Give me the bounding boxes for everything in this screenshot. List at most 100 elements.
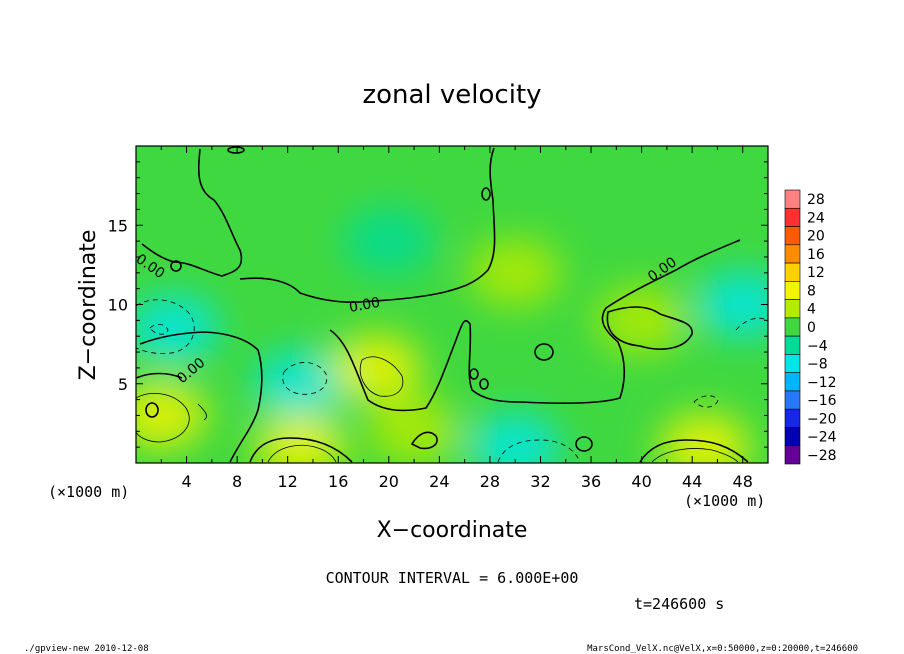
colorbar-label: 16 — [807, 247, 825, 263]
x-tick-label: 24 — [429, 472, 449, 491]
x-unit-label: (×1000 m) — [684, 492, 765, 510]
plot-area: 0.00 0.00 0.00 0.00 4 8 12 16 20 24 28 32 36 40 44… — [108, 145, 769, 491]
colorbar-swatch — [784, 408, 801, 428]
zero-contour — [249, 437, 353, 463]
x-tick-label: 28 — [480, 472, 500, 491]
colorbar: 28 24 20 16 12 8 4 0 −4 −8 −12 −16 −20 −24 −28 — [784, 189, 837, 465]
field-region — [658, 413, 751, 463]
contour-lines — [136, 146, 749, 463]
closed-contour — [145, 402, 159, 418]
colorbar-swatch — [784, 299, 801, 319]
closed-contour — [479, 378, 489, 390]
colorbar-label: −8 — [807, 357, 828, 373]
y-tick-label: 10 — [108, 296, 128, 315]
colorbar-label: −20 — [807, 411, 837, 427]
x-axis: 4 8 12 16 20 24 28 32 36 40 44 48 — [160, 146, 753, 491]
y-tick-label: 5 — [118, 375, 128, 394]
colorbar-swatch — [784, 445, 801, 465]
closed-contour — [575, 436, 593, 452]
contour-negative — [149, 324, 169, 335]
contour-negative — [282, 362, 328, 395]
field-region — [330, 333, 423, 402]
contour-positive — [136, 393, 190, 443]
zero-contour — [239, 147, 496, 303]
x-tick-label: 32 — [530, 472, 550, 491]
colorbar-swatch — [784, 427, 801, 447]
contour-negative — [136, 299, 195, 355]
chart-title: zonal velocity — [362, 80, 541, 110]
x-tick-label: 8 — [232, 472, 242, 491]
x-axis-label: X−coordinate — [377, 518, 528, 543]
thin-contours — [136, 299, 768, 463]
footer-left: ./gpview-new 2010-12-08 — [24, 644, 149, 654]
x-tick-label: 12 — [278, 472, 298, 491]
z-unit-label: (×1000 m) — [48, 483, 129, 501]
zero-contour — [329, 239, 741, 412]
colorbar-label: −16 — [807, 393, 837, 409]
y-axis: 5 10 15 — [108, 161, 768, 448]
x-tick-label: 20 — [379, 472, 399, 491]
contour-positive — [651, 448, 739, 463]
colorbar-swatch — [784, 226, 801, 246]
y-tick-label: 15 — [108, 216, 128, 235]
x-tick-label: 4 — [181, 472, 191, 491]
colorbar-label: −12 — [807, 375, 837, 391]
colorbar-label: −28 — [807, 448, 837, 464]
contour-positive — [267, 445, 337, 463]
contour-interval-note: CONTOUR INTERVAL = 6.000E+00 — [326, 569, 579, 587]
colorbar-label: −4 — [807, 338, 828, 354]
contour-positive — [197, 403, 207, 421]
colorbar-swatch — [784, 281, 801, 300]
field-region — [469, 238, 562, 307]
colorbar-label: −24 — [807, 430, 837, 446]
closed-contour — [534, 343, 554, 361]
zero-contour — [136, 372, 183, 379]
colorbar-swatch — [784, 390, 801, 410]
field-region — [368, 397, 461, 463]
closed-contour — [481, 187, 491, 201]
zero-contour — [139, 331, 263, 463]
zero-contour — [141, 148, 243, 277]
field-region — [136, 381, 208, 450]
colorbar-swatch — [784, 244, 801, 264]
field-region — [595, 286, 688, 355]
field-region — [469, 413, 562, 463]
x-tick-label: 40 — [631, 472, 651, 491]
colorbar-swatch — [784, 354, 801, 373]
colorbar-label: 4 — [807, 302, 816, 318]
field-shading — [136, 207, 768, 463]
field-region — [342, 207, 435, 276]
colorbar-label: 20 — [807, 229, 825, 245]
field-region — [254, 349, 347, 418]
colorbar-swatch — [784, 317, 801, 337]
colorbar-swatch — [784, 262, 801, 282]
x-tick-label: 36 — [581, 472, 601, 491]
colorbar-label: 12 — [807, 265, 825, 281]
field-region — [696, 270, 768, 339]
colorbar-swatch — [784, 372, 801, 392]
closed-contour — [606, 306, 693, 350]
colorbar-label: 8 — [807, 283, 816, 299]
x-tick-label: 16 — [328, 472, 348, 491]
time-stamp: t=246600 s — [634, 595, 724, 613]
contour-negative — [735, 317, 768, 331]
contour-positive — [359, 356, 404, 397]
footer-right: MarsCond_VelX.nc@VelX,x=0:50000,z=0:2000… — [587, 644, 858, 654]
colorbar-label: 0 — [807, 320, 816, 336]
contour-negative — [497, 439, 581, 463]
colorbar-label: 28 — [807, 192, 825, 208]
colorbar-label: 24 — [807, 210, 825, 226]
x-tick-label: 48 — [733, 472, 753, 491]
colorbar-swatch — [784, 335, 801, 355]
closed-contour — [469, 368, 479, 380]
contour-negative — [693, 395, 719, 408]
x-tick-label: 44 — [682, 472, 702, 491]
contour-label: 0.00 — [348, 295, 381, 316]
closed-contour — [227, 146, 245, 154]
zero-contour — [639, 439, 749, 463]
colorbar-swatch — [784, 189, 801, 209]
field-region — [136, 294, 220, 363]
y-axis-label: Z−coordinate — [76, 230, 101, 381]
zero-contour — [410, 431, 438, 450]
